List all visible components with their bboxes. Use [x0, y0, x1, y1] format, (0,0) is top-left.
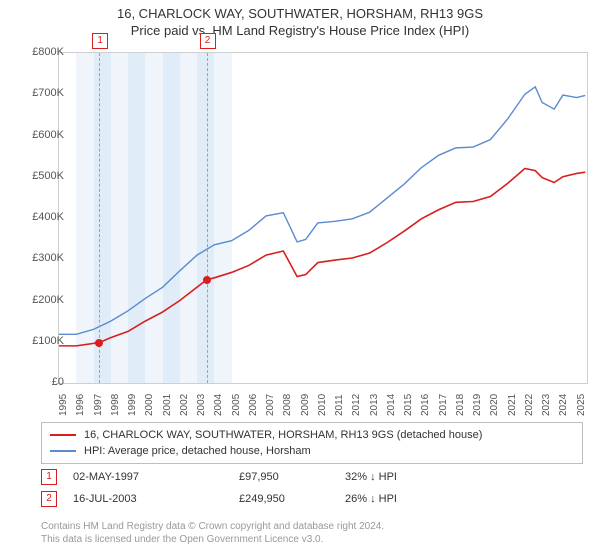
sale-date: 02-MAY-1997 — [73, 471, 223, 483]
sale-marker-dot — [95, 339, 103, 347]
x-tick-label: 2000 — [144, 394, 155, 416]
x-tick-label: 2004 — [213, 394, 224, 416]
legend-label: 16, CHARLOCK WAY, SOUTHWATER, HORSHAM, R… — [84, 427, 482, 443]
sale-row: 1 02-MAY-1997 £97,950 32% ↓ HPI — [41, 466, 583, 488]
x-tick-label: 2014 — [386, 394, 397, 416]
x-tick-label: 1998 — [110, 394, 121, 416]
sale-diff: 32% ↓ HPI — [345, 471, 465, 483]
x-tick-label: 2017 — [438, 394, 449, 416]
y-tick-label: £800K — [8, 46, 64, 58]
x-tick-label: 2007 — [265, 394, 276, 416]
x-tick-label: 2001 — [162, 394, 173, 416]
y-tick-label: £500K — [8, 170, 64, 182]
x-tick-label: 2016 — [420, 394, 431, 416]
sale-marker-dot — [203, 276, 211, 284]
plot-area: 12 — [58, 52, 588, 384]
x-tick-label: 2022 — [524, 394, 535, 416]
x-tick-label: 2009 — [300, 394, 311, 416]
y-tick-label: £600K — [8, 129, 64, 141]
x-tick-label: 1996 — [75, 394, 86, 416]
title-sub: Price paid vs. HM Land Registry's House … — [0, 23, 600, 38]
legend-swatch — [50, 450, 76, 452]
x-tick-label: 2019 — [472, 394, 483, 416]
x-tick-label: 2025 — [576, 394, 587, 416]
legend-item-hpi: HPI: Average price, detached house, Hors… — [50, 443, 574, 459]
x-tick-label: 2012 — [351, 394, 362, 416]
footer-line: Contains HM Land Registry data © Crown c… — [41, 520, 583, 533]
sale-marker-line — [207, 53, 208, 383]
x-tick-label: 2015 — [403, 394, 414, 416]
y-tick-label: £700K — [8, 87, 64, 99]
sale-diff: 26% ↓ HPI — [345, 493, 465, 505]
x-tick-label: 1997 — [93, 394, 104, 416]
x-tick-label: 2010 — [317, 394, 328, 416]
y-tick-label: £0 — [8, 376, 64, 388]
x-tick-label: 2006 — [248, 394, 259, 416]
sale-date: 16-JUL-2003 — [73, 493, 223, 505]
x-tick-label: 2018 — [455, 394, 466, 416]
sale-marker-number: 1 — [92, 33, 108, 49]
sale-price: £249,950 — [239, 493, 329, 505]
x-tick-label: 2024 — [558, 394, 569, 416]
sale-price: £97,950 — [239, 471, 329, 483]
legend-label: HPI: Average price, detached house, Hors… — [84, 443, 311, 459]
y-tick-label: £300K — [8, 252, 64, 264]
x-tick-label: 2023 — [541, 394, 552, 416]
x-tick-label: 2013 — [369, 394, 380, 416]
x-tick-label: 2011 — [334, 394, 345, 416]
footer-attribution: Contains HM Land Registry data © Crown c… — [41, 520, 583, 546]
x-tick-label: 2020 — [489, 394, 500, 416]
x-tick-label: 2003 — [196, 394, 207, 416]
series-price_paid — [59, 169, 585, 346]
sale-marker-icon: 1 — [41, 469, 57, 485]
footer-line: This data is licensed under the Open Gov… — [41, 533, 583, 546]
x-tick-label: 2005 — [231, 394, 242, 416]
line-series — [59, 53, 587, 383]
sale-marker-icon: 2 — [41, 491, 57, 507]
x-tick-label: 2008 — [282, 394, 293, 416]
y-tick-label: £100K — [8, 335, 64, 347]
y-tick-label: £200K — [8, 294, 64, 306]
sale-row: 2 16-JUL-2003 £249,950 26% ↓ HPI — [41, 488, 583, 510]
title-main: 16, CHARLOCK WAY, SOUTHWATER, HORSHAM, R… — [0, 6, 600, 21]
chart-container: 16, CHARLOCK WAY, SOUTHWATER, HORSHAM, R… — [0, 0, 600, 560]
legend-box: 16, CHARLOCK WAY, SOUTHWATER, HORSHAM, R… — [41, 422, 583, 464]
legend-swatch — [50, 434, 76, 436]
sale-marker-number: 2 — [200, 33, 216, 49]
x-tick-label: 1995 — [58, 394, 69, 416]
legend-item-price-paid: 16, CHARLOCK WAY, SOUTHWATER, HORSHAM, R… — [50, 427, 574, 443]
series-hpi — [59, 87, 585, 335]
y-tick-label: £400K — [8, 211, 64, 223]
titles: 16, CHARLOCK WAY, SOUTHWATER, HORSHAM, R… — [0, 0, 600, 38]
x-tick-label: 2021 — [507, 394, 518, 416]
sale-marker-line — [99, 53, 100, 383]
x-tick-label: 2002 — [179, 394, 190, 416]
sale-table: 1 02-MAY-1997 £97,950 32% ↓ HPI 2 16-JUL… — [41, 466, 583, 510]
x-tick-label: 1999 — [127, 394, 138, 416]
